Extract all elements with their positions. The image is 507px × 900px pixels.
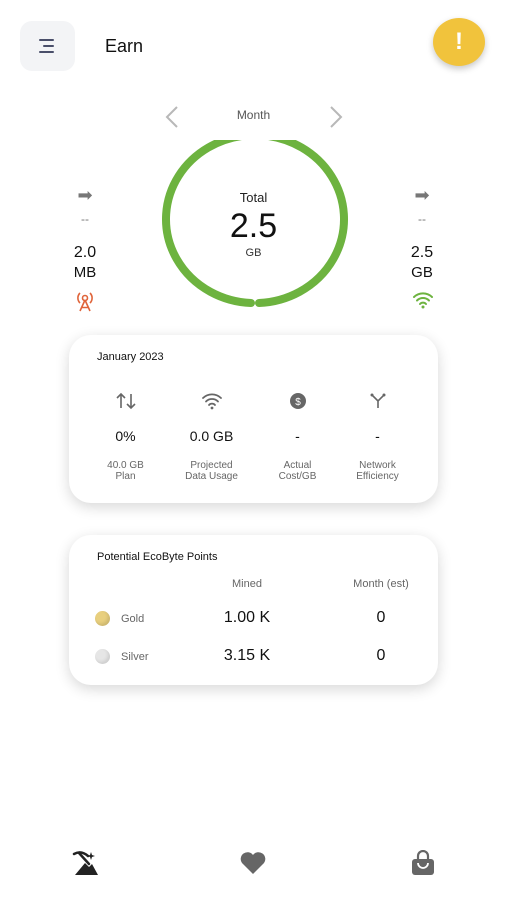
projected-usage-label: Projected Data Usage: [185, 460, 238, 482]
gold-mined-value: 1.00 K: [223, 609, 271, 626]
wifi-usage: ➡ -- 2.5 GB: [392, 185, 452, 281]
network-merge-icon: [370, 393, 385, 408]
gold-coin-icon: [95, 611, 110, 626]
plan-stat: 0% 40.0 GB Plan: [83, 390, 168, 482]
chevron-left-icon[interactable]: [164, 105, 180, 129]
plan-card-title: January 2023: [97, 351, 164, 363]
exclamation-icon: !: [455, 28, 463, 55]
arrow-right-icon: ➡: [414, 185, 430, 205]
page-title: Earn: [105, 36, 144, 56]
dollar-coin-icon: $: [289, 393, 306, 409]
cellular-value: 2.0: [73, 244, 97, 261]
efficiency-value: -: [375, 428, 380, 444]
points-card: Potential EcoByte Points Mined Month (es…: [69, 535, 438, 685]
silver-month-value: 0: [376, 647, 386, 664]
points-row-silver: Silver 3.15 K 0: [95, 647, 425, 667]
mined-column-header: Mined: [232, 578, 262, 590]
wifi-dash: --: [418, 212, 426, 226]
cost-stat: $ - Actual Cost/GB: [255, 390, 340, 482]
nav-earn[interactable]: [70, 848, 100, 878]
nav-shop[interactable]: [408, 848, 438, 878]
points-card-title: Potential EcoByte Points: [97, 551, 218, 563]
wifi-value: 2.5: [410, 244, 434, 261]
points-row-gold: Gold 1.00 K 0: [95, 609, 425, 629]
mining-icon: [72, 851, 98, 875]
nav-favorites[interactable]: [238, 848, 268, 878]
projected-usage-value: 0.0 GB: [189, 428, 234, 444]
cellular-unit: MB: [73, 264, 97, 281]
usage-ring: [162, 140, 348, 307]
menu-button[interactable]: [20, 21, 75, 71]
silver-coin-icon: [95, 649, 110, 664]
total-unit: GB: [245, 247, 262, 259]
efficiency-stat: - Network Efficiency: [335, 390, 420, 482]
hamburger-menu-icon: [38, 39, 54, 53]
svg-text:$: $: [295, 397, 301, 408]
silver-mined-value: 3.15 K: [223, 647, 271, 664]
wifi-icon: [413, 292, 433, 309]
gold-month-value: 0: [376, 609, 386, 626]
arrow-right-icon: ➡: [77, 185, 93, 205]
efficiency-label: Network Efficiency: [356, 460, 399, 482]
cell-tower-icon: [77, 292, 93, 312]
cellular-usage: ➡ -- 2.0 MB: [55, 185, 115, 281]
month-column-header: Month (est): [353, 578, 409, 590]
wifi-icon: [201, 393, 222, 410]
up-down-arrows-icon: [115, 392, 136, 410]
cellular-dash: --: [81, 212, 89, 226]
total-label: Total: [239, 190, 268, 205]
plan-stat-label: 40.0 GB Plan: [107, 460, 144, 482]
silver-label: Silver: [121, 651, 149, 663]
plan-card: January 2023 0% 40.0 GB Plan 0.0 GB Proj…: [69, 335, 438, 503]
total-value: 2.5: [229, 207, 278, 245]
cost-label: Actual Cost/GB: [278, 460, 317, 482]
plan-stat-value: 0%: [115, 428, 136, 444]
projected-usage-stat: 0.0 GB Projected Data Usage: [169, 390, 254, 482]
heart-icon: [240, 852, 266, 874]
chevron-right-icon[interactable]: [328, 105, 344, 129]
gold-label: Gold: [121, 613, 145, 625]
shopping-bag-icon: [412, 850, 434, 875]
cost-value: -: [295, 428, 300, 444]
alert-button[interactable]: !: [433, 18, 485, 66]
period-label: Month: [236, 108, 271, 122]
wifi-unit: GB: [411, 264, 433, 281]
